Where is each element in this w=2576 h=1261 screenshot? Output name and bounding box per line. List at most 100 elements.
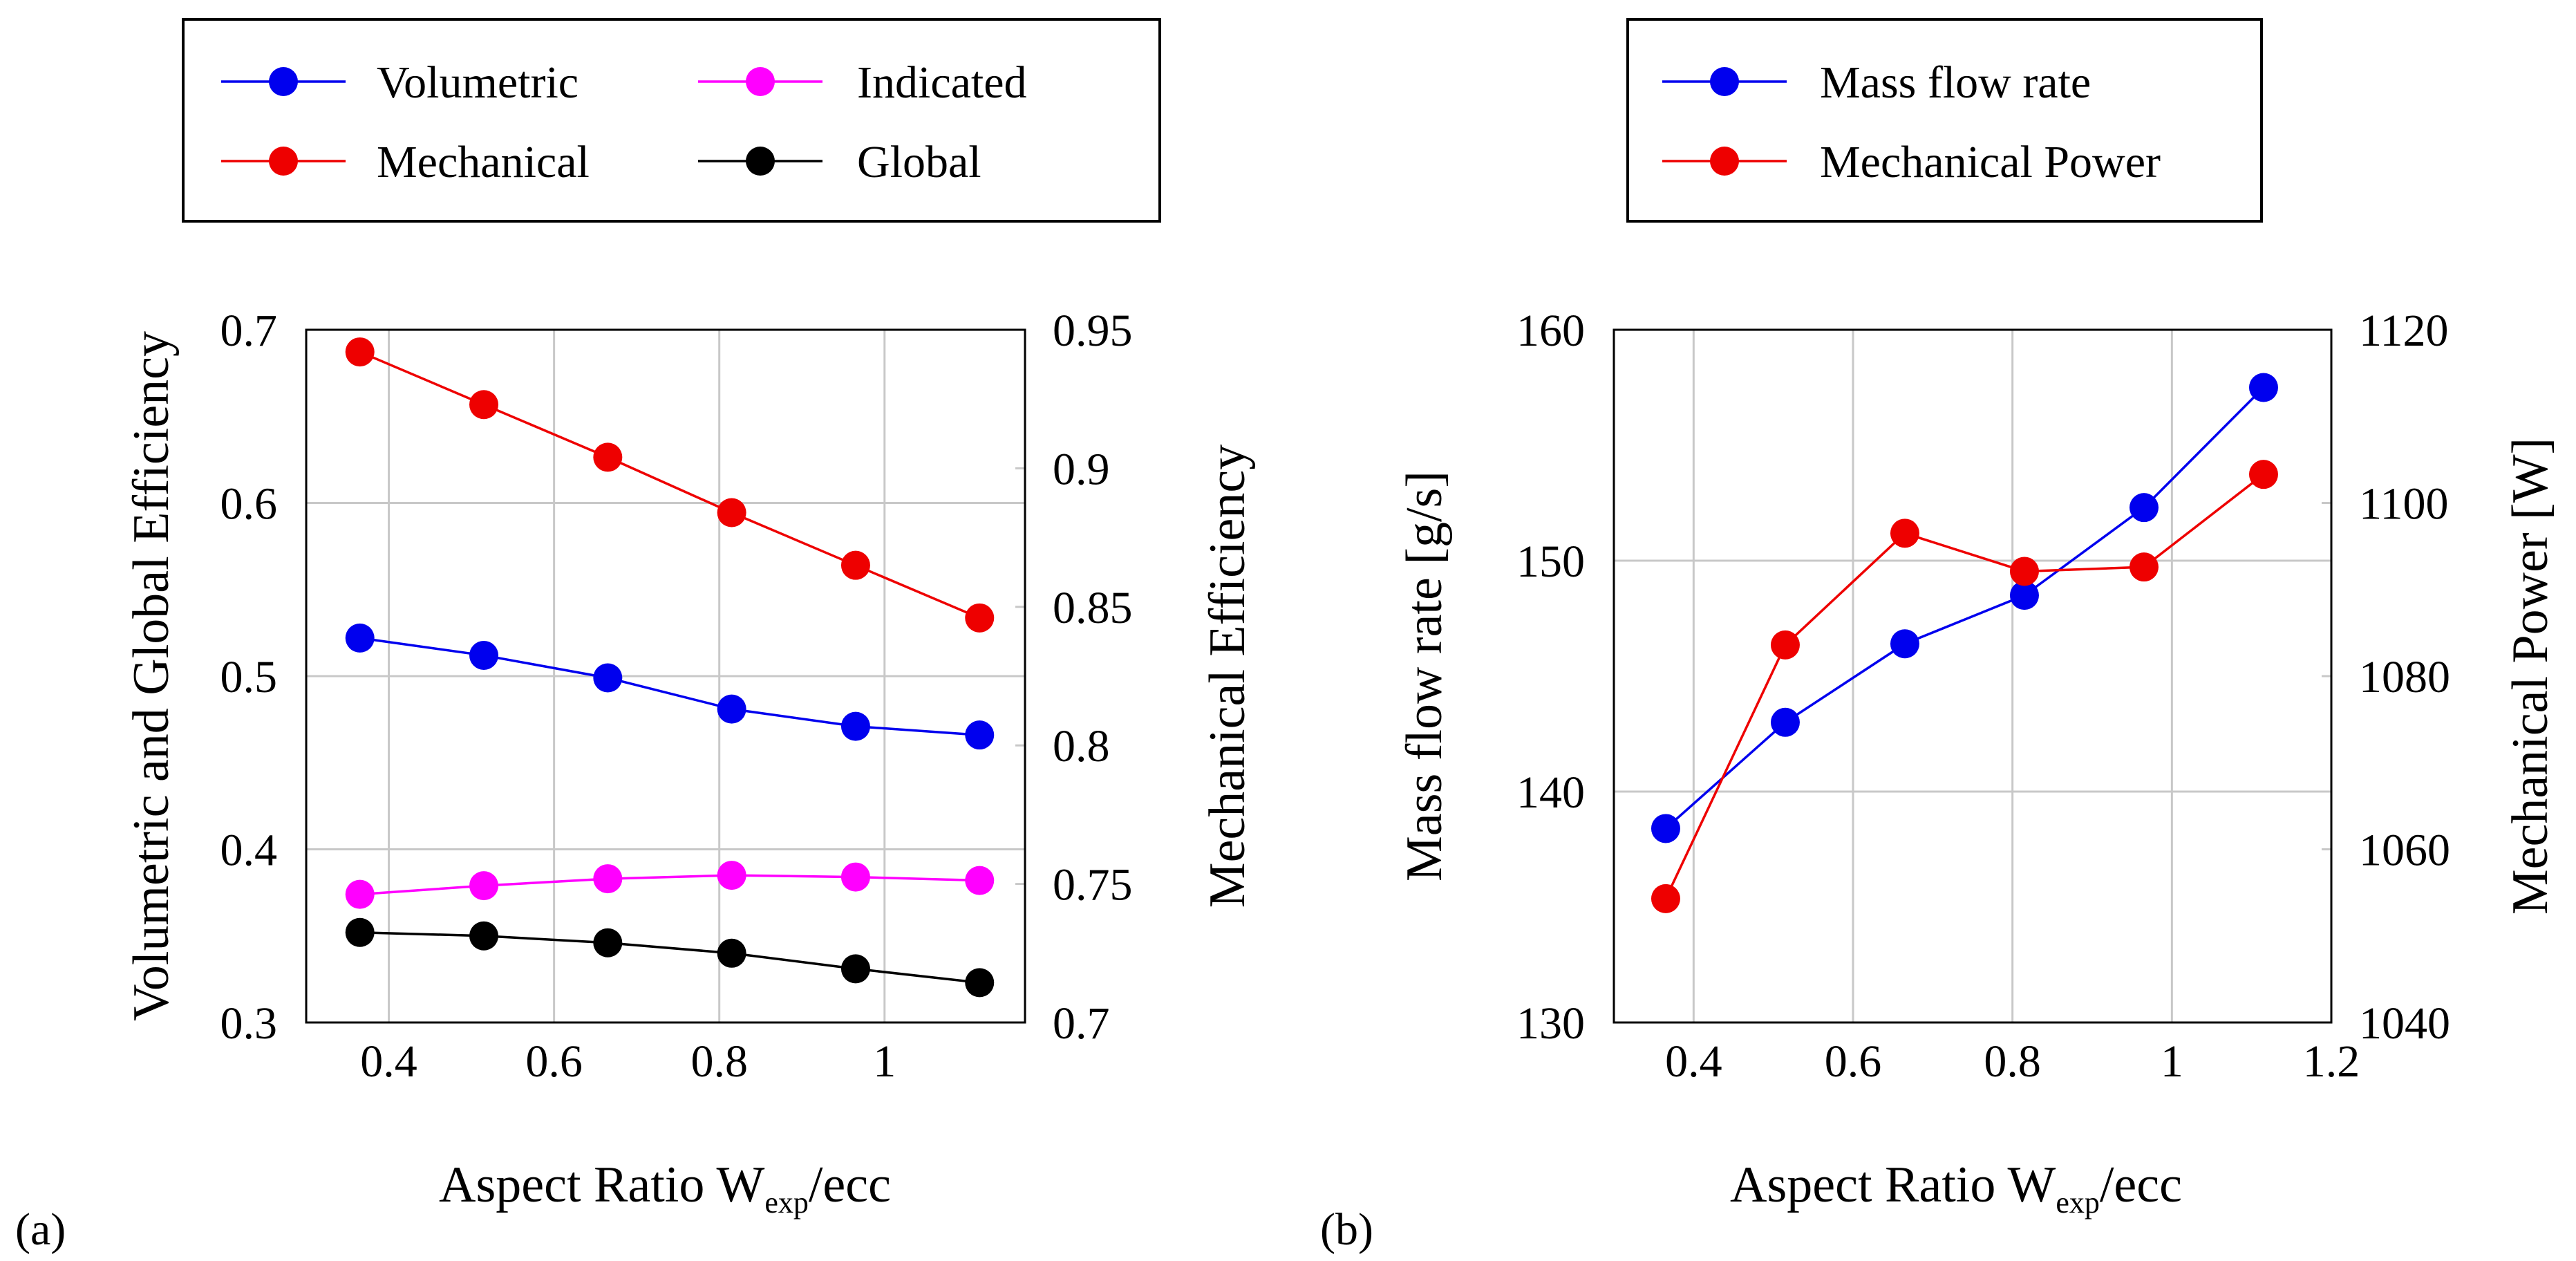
data-point-mass-flow-rate <box>1890 629 1919 659</box>
y-right-tick-label: 1100 <box>2359 479 2449 530</box>
legend-b-mech-power-marker <box>1710 147 1739 176</box>
y-left-tick-label: 140 <box>1516 767 1585 818</box>
x-tick-label: 0.6 <box>525 1036 583 1087</box>
series-line-mechanical-power <box>1664 473 2265 899</box>
data-point-global <box>840 954 870 984</box>
legend-a-volumetric-marker <box>269 67 298 96</box>
data-point-indicated <box>469 871 499 901</box>
plot-a-y-right-title: Mechanical Efficiency <box>1199 445 1256 908</box>
data-point-volumetric <box>717 694 746 724</box>
legend-a-indicated-marker <box>746 67 775 96</box>
plot-b-x-title-rest: /ecc <box>2100 1157 2182 1213</box>
panel-b: Mass flow rate Mechanical Power 0.4 0.6 0.… <box>1320 18 2559 1255</box>
data-point-indicated <box>345 879 375 909</box>
legend-b-mass-flow-marker <box>1710 67 1739 96</box>
legend-a-mechanical-label: Mechanical <box>377 137 590 187</box>
legend-b-box <box>1626 18 2263 223</box>
legend-a-entry-volumetric: Volumetric <box>221 57 579 108</box>
y-left-tick-label: 150 <box>1516 536 1585 587</box>
x-tick-label: 1.2 <box>2303 1036 2360 1087</box>
x-tick-label: 0.4 <box>360 1036 417 1087</box>
legend-b-entry-mass-flow-rate: Mass flow rate <box>1662 57 2091 108</box>
y-right-tick-label: 1080 <box>2359 652 2450 702</box>
y-right-tick-label: 0.7 <box>1053 998 1110 1049</box>
plot-b-x-title-sub: exp <box>2056 1186 2100 1220</box>
data-point-volumetric <box>593 663 623 693</box>
plot-a-x-title-sub: exp <box>764 1186 809 1220</box>
plot-a-y-left-title: Volumetric and Global Efficiency <box>123 331 180 1021</box>
plot-b-grid <box>1614 328 2333 1024</box>
y-left-tick-label: 0.3 <box>220 998 278 1049</box>
data-point-mass-flow-rate <box>2248 373 2278 402</box>
plot-b-x-title: Aspect Ratio Wexp/ecc <box>1730 1157 2182 1220</box>
data-point-mechanical <box>593 442 623 472</box>
plot-a-tick-labels: 0.4 0.6 0.8 1 0.3 0.4 0.5 0.6 0.7 0.7 0.75 0.8 0.85 0… <box>220 306 1133 1087</box>
data-point-mechanical <box>345 337 375 367</box>
y-left-tick-label: 0.6 <box>220 479 278 530</box>
y-left-tick-label: 160 <box>1516 306 1585 356</box>
data-point-volumetric <box>840 711 870 741</box>
x-tick-label: 1 <box>873 1036 896 1087</box>
data-point-volumetric <box>345 623 375 653</box>
plot-a-x-title: Aspect Ratio Wexp/ecc <box>439 1157 891 1220</box>
plot-a-series <box>345 337 995 998</box>
legend-b: Mass flow rate Mechanical Power <box>1626 18 2263 223</box>
data-point-global <box>965 968 995 998</box>
y-left-tick-label: 0.7 <box>220 306 278 356</box>
data-point-mechanical-power <box>1770 630 1800 660</box>
data-point-mass-flow-rate <box>1770 707 1800 737</box>
plot-a-grid <box>306 328 1025 1024</box>
data-point-mechanical <box>469 390 499 420</box>
plot-b-y-left-title: Mass flow rate [g/s] <box>1396 471 1453 881</box>
y-right-tick-label: 0.85 <box>1053 583 1133 633</box>
panel-a: Volumetric Indicated Mechanical Global 0… <box>15 18 1256 1255</box>
data-point-mass-flow-rate <box>2129 493 2159 523</box>
plot-a-x-title-rest: /ecc <box>809 1157 891 1213</box>
data-point-mechanical-power <box>1890 519 1919 548</box>
data-point-global <box>593 928 623 958</box>
data-point-global <box>717 938 746 968</box>
y-left-tick-label: 0.4 <box>220 825 278 876</box>
x-tick-label: 0.8 <box>1984 1036 2041 1087</box>
series-line-mass-flow-rate <box>1664 386 2265 830</box>
data-point-indicated <box>717 861 746 890</box>
data-point-mechanical-power <box>2129 552 2159 582</box>
plot-b-y-right-title: Mechanical Power [W] <box>2502 438 2559 915</box>
data-point-mechanical-power <box>1651 884 1680 913</box>
x-tick-label: 0.8 <box>690 1036 748 1087</box>
x-tick-label: 1 <box>2161 1036 2183 1087</box>
plot-b-frame <box>1613 328 2333 1024</box>
legend-a-global-marker <box>746 147 775 176</box>
data-point-mechanical-power <box>2248 460 2278 489</box>
panel-b-letter: (b) <box>1320 1204 1373 1255</box>
data-point-indicated <box>965 866 995 895</box>
series-line-indicated <box>359 874 980 896</box>
legend-a: Volumetric Indicated Mechanical Global <box>182 18 1161 223</box>
data-point-global <box>345 917 375 947</box>
legend-a-indicated-label: Indicated <box>857 57 1027 108</box>
data-point-global <box>469 921 499 951</box>
y-right-tick-label: 0.95 <box>1053 306 1133 356</box>
data-point-mechanical <box>717 498 746 527</box>
plot-b-series <box>1651 373 2278 913</box>
legend-b-mech-power-label: Mechanical Power <box>1820 137 2161 187</box>
y-right-tick-label: 1060 <box>2359 825 2450 876</box>
plot-b-tick-labels: 0.4 0.6 0.8 1 1.2 130 140 150 160 1040 1060 1080 110… <box>1516 306 2450 1087</box>
series-line-global <box>359 931 980 984</box>
y-right-tick-label: 1040 <box>2359 998 2450 1049</box>
y-left-tick-label: 0.5 <box>220 652 278 702</box>
series-line-mechanical <box>359 351 980 619</box>
legend-a-box <box>182 18 1161 223</box>
data-point-mechanical <box>965 603 995 633</box>
legend-a-global-label: Global <box>857 137 981 187</box>
y-right-tick-label: 1120 <box>2359 306 2449 356</box>
plot-a-x-title-main: Aspect Ratio W <box>439 1157 764 1213</box>
y-left-tick-label: 130 <box>1516 998 1585 1049</box>
y-right-tick-label: 0.9 <box>1053 444 1110 494</box>
data-point-indicated <box>840 862 870 892</box>
plot-a-frame <box>305 328 1026 1024</box>
data-point-mechanical <box>840 550 870 580</box>
legend-a-entry-mechanical: Mechanical <box>221 137 590 187</box>
legend-b-entry-mechanical-power: Mechanical Power <box>1662 137 2161 187</box>
